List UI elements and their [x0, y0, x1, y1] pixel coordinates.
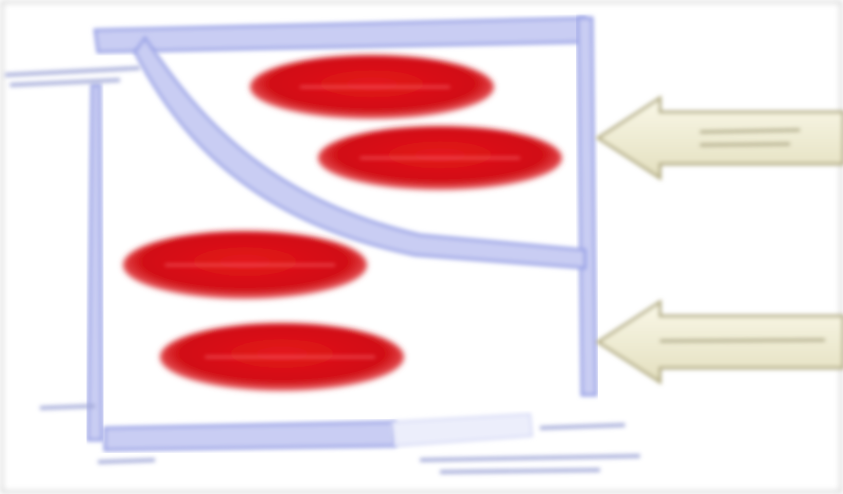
- label-scribble-top-left-2: [9, 78, 121, 87]
- label-scribble-bottom-right-2: [419, 454, 641, 462]
- cell-ellipses: [123, 55, 562, 391]
- frame-left-bar: [86, 83, 104, 442]
- input-arrows: [595, 95, 843, 385]
- label-scribble-bottom-right-1: [539, 423, 626, 430]
- arrow-upper: [595, 95, 843, 181]
- label-scribble-bottom-right-3: [439, 468, 601, 474]
- label-scribble-bottom-left: [97, 458, 156, 464]
- decay-curve: [133, 35, 587, 270]
- frame-bottom-bar-faded: [390, 412, 534, 448]
- frame-top-bar: [93, 16, 589, 54]
- illegible-labels: [4, 66, 641, 474]
- frame-right-bar: [576, 16, 598, 397]
- label-scribble-left-bottom: [39, 404, 96, 410]
- label-scribble-top-left: [4, 66, 141, 77]
- frame-bottom-bar: [103, 420, 397, 452]
